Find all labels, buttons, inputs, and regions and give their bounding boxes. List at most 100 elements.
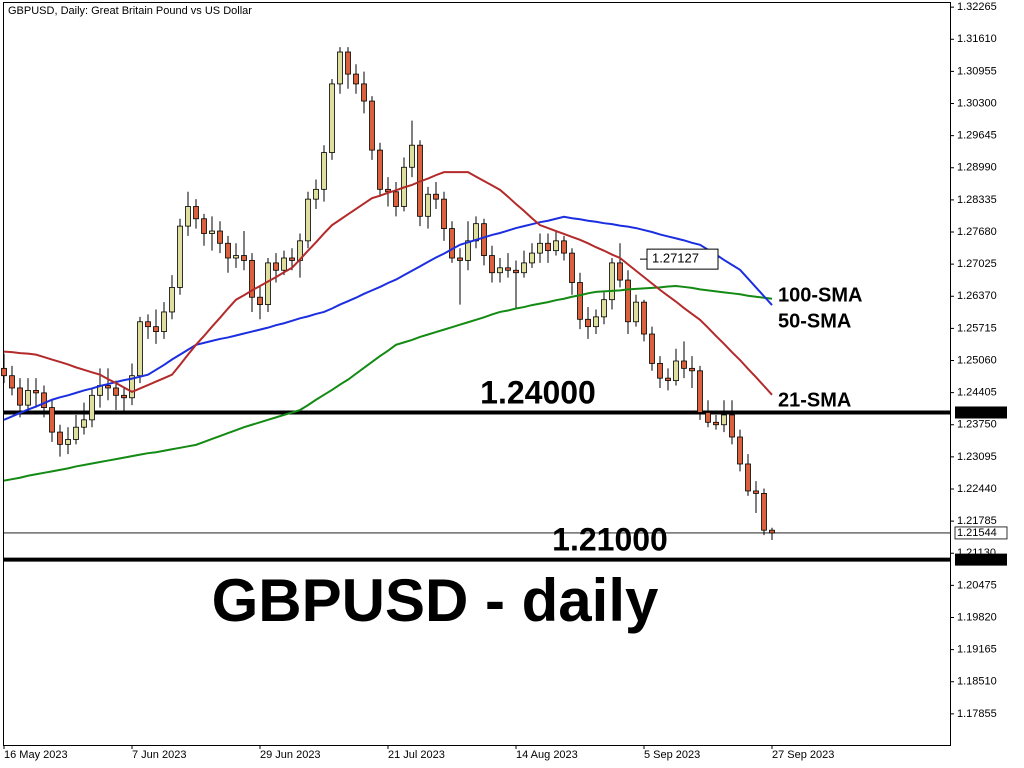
candle-body bbox=[241, 255, 247, 261]
candle-body bbox=[81, 419, 87, 428]
candle-body bbox=[449, 228, 455, 259]
candle-body bbox=[289, 257, 295, 261]
candle-body bbox=[105, 385, 111, 389]
y-tick-label: 1.30300 bbox=[957, 97, 997, 109]
candle-body bbox=[145, 321, 151, 328]
candle-body bbox=[345, 51, 351, 75]
sma-label: 50-SMA bbox=[778, 310, 851, 332]
candle-body bbox=[49, 407, 55, 433]
candle-body bbox=[193, 206, 199, 220]
candle-body bbox=[57, 431, 63, 445]
candle-body bbox=[177, 225, 183, 288]
candle-body bbox=[369, 100, 375, 151]
candle-body bbox=[233, 255, 239, 259]
candle-body bbox=[601, 299, 607, 318]
candle-body bbox=[481, 223, 487, 256]
candle-body bbox=[425, 193, 431, 217]
axis-level-label: 1.24000 bbox=[957, 406, 997, 418]
candle-body bbox=[89, 394, 95, 421]
candle-body bbox=[169, 287, 175, 313]
x-tick-label: 14 Aug 2023 bbox=[516, 749, 578, 761]
candle-body bbox=[593, 316, 599, 328]
candle-body bbox=[529, 252, 535, 264]
candle-body bbox=[353, 73, 359, 85]
y-tick-label: 1.32265 bbox=[957, 1, 997, 13]
candle-body bbox=[113, 387, 119, 396]
y-tick-label: 1.27680 bbox=[957, 226, 997, 238]
sma-label: 100-SMA bbox=[778, 284, 862, 306]
x-tick-label: 16 May 2023 bbox=[4, 749, 68, 761]
axis-level-label: 1.21000 bbox=[957, 554, 997, 566]
candle-body bbox=[433, 193, 439, 200]
candle-body bbox=[745, 463, 751, 492]
candle-body bbox=[185, 206, 191, 227]
candle-body bbox=[497, 267, 503, 274]
candle-body bbox=[129, 375, 135, 399]
candle-body bbox=[9, 375, 15, 389]
candle-body bbox=[545, 242, 551, 252]
y-tick-label: 1.25715 bbox=[957, 322, 997, 334]
x-tick-label: 21 Jul 2023 bbox=[388, 749, 445, 761]
candle-body bbox=[585, 318, 591, 328]
candle-body bbox=[257, 296, 263, 305]
candle-body bbox=[33, 390, 39, 394]
sma-line bbox=[3, 171, 773, 396]
candle-body bbox=[489, 255, 495, 274]
candle-body bbox=[673, 360, 679, 382]
sma-line bbox=[3, 284, 773, 482]
candle-body bbox=[633, 301, 639, 323]
candle-body bbox=[513, 269, 519, 274]
y-tick-label: 1.27025 bbox=[957, 258, 997, 270]
candle-body bbox=[25, 390, 31, 406]
candle-body bbox=[17, 387, 23, 406]
candle-body bbox=[121, 394, 127, 399]
candle-body bbox=[689, 367, 695, 372]
candle-body bbox=[209, 230, 215, 234]
sma-label: 21-SMA bbox=[778, 389, 851, 411]
y-tick-label: 1.31610 bbox=[957, 33, 997, 45]
headline: GBPUSD - daily bbox=[212, 567, 659, 634]
y-tick-label: 1.24405 bbox=[957, 387, 997, 399]
y-tick-label: 1.28335 bbox=[957, 194, 997, 206]
candle-body bbox=[321, 152, 327, 190]
candle-body bbox=[521, 262, 527, 274]
candle-body bbox=[465, 240, 471, 261]
candle-body bbox=[65, 439, 71, 445]
candle-body bbox=[665, 377, 671, 382]
candle-body bbox=[441, 198, 447, 229]
level-annotation: 1.21000 bbox=[552, 521, 668, 557]
y-tick-label: 1.30955 bbox=[957, 65, 997, 77]
x-tick-label: 7 Jun 2023 bbox=[132, 749, 186, 761]
sma-line bbox=[3, 215, 773, 421]
candle-body bbox=[681, 360, 687, 369]
y-tick-label: 1.19820 bbox=[957, 611, 997, 623]
candle-body bbox=[305, 198, 311, 242]
axis-price-label: 1.21544 bbox=[957, 527, 997, 539]
candle-body bbox=[201, 218, 207, 234]
candle-body bbox=[217, 230, 223, 244]
y-tick-label: 1.23095 bbox=[957, 451, 997, 463]
candle-body bbox=[473, 223, 479, 242]
candle-body bbox=[361, 83, 367, 102]
y-tick-label: 1.17855 bbox=[957, 708, 997, 720]
candle-body bbox=[577, 282, 583, 320]
candle-body bbox=[697, 370, 703, 413]
y-tick-label: 1.23750 bbox=[957, 419, 997, 431]
x-tick-label: 27 Sep 2023 bbox=[772, 749, 834, 761]
y-tick-label: 1.21785 bbox=[957, 515, 997, 527]
candle-body bbox=[769, 529, 775, 534]
candle-body bbox=[393, 191, 399, 207]
candle-body bbox=[281, 257, 287, 271]
price-marker-label: 1.27127 bbox=[652, 251, 699, 266]
y-tick-label: 1.22440 bbox=[957, 483, 997, 495]
candle-body bbox=[73, 426, 79, 440]
candle-body bbox=[161, 311, 167, 332]
candle-body bbox=[753, 490, 759, 494]
y-tick-label: 1.20475 bbox=[957, 579, 997, 591]
candle-body bbox=[617, 262, 623, 281]
y-tick-label: 1.19165 bbox=[957, 644, 997, 656]
candle-body bbox=[729, 414, 735, 438]
axis-price-box bbox=[954, 526, 1008, 540]
candle-body bbox=[641, 301, 647, 335]
